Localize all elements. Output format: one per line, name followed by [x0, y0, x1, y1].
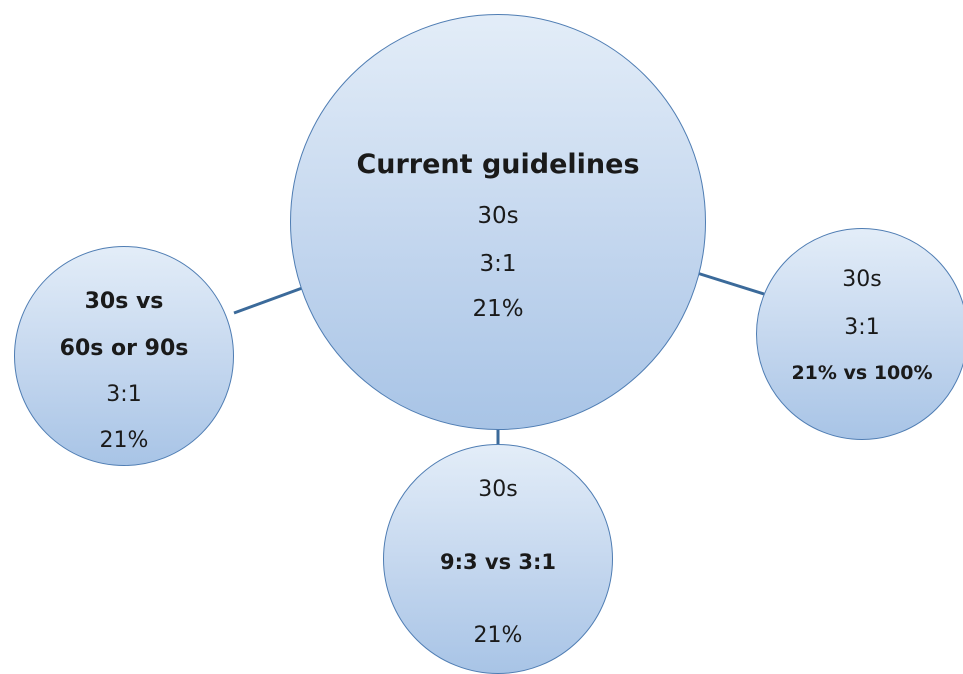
left-line-4: 21%: [99, 428, 149, 453]
left-node: 30s vs 60s or 90s 3:1 21%: [14, 246, 234, 466]
center-line-1: 30s: [477, 203, 519, 229]
bottom-line-1: 30s: [478, 477, 518, 502]
connector-left: [233, 285, 306, 315]
bottom-node: 30s 9:3 vs 3:1 21%: [383, 444, 613, 674]
right-line-1: 30s: [842, 267, 882, 292]
left-line-3: 3:1: [106, 382, 142, 407]
center-line-3: 21%: [472, 296, 524, 322]
left-line-1: 30s vs: [84, 289, 164, 314]
center-node: Current guidelines 30s 3:1 21%: [290, 14, 706, 430]
center-line-2: 3:1: [479, 251, 517, 277]
bottom-line-2: 9:3 vs 3:1: [439, 550, 557, 574]
right-line-3: 21% vs 100%: [791, 362, 933, 384]
right-line-2: 3:1: [844, 315, 880, 340]
right-node: 30s 3:1 21% vs 100%: [756, 228, 963, 440]
center-title: Current guidelines: [356, 149, 640, 180]
bottom-line-3: 21%: [473, 623, 523, 648]
connector-right: [696, 271, 765, 296]
left-line-2: 60s or 90s: [59, 336, 189, 361]
